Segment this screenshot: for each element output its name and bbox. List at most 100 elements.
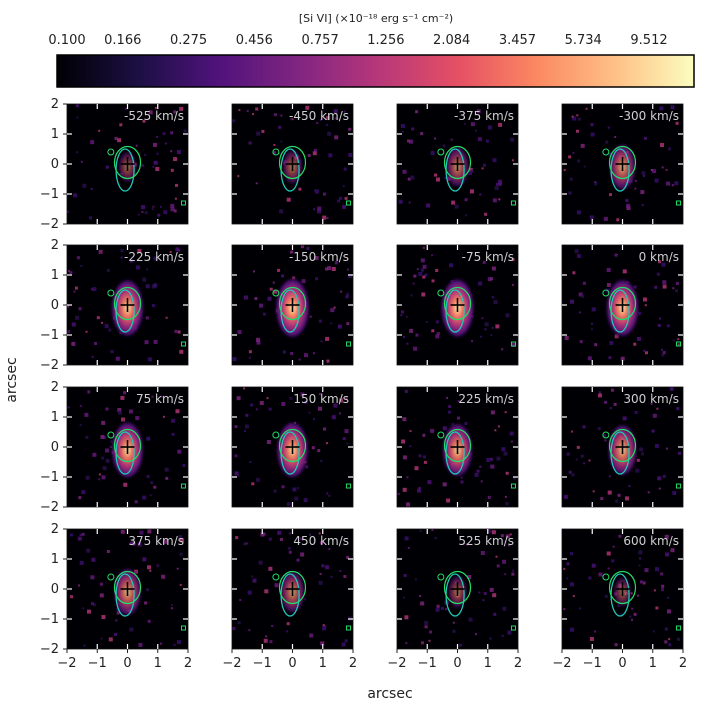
noise-pixel	[348, 274, 352, 279]
noise-pixel	[87, 390, 91, 394]
noise-pixel	[142, 119, 146, 123]
noise-pixel	[245, 542, 248, 545]
x-tick-label: 0	[288, 656, 296, 671]
noise-pixel	[123, 392, 126, 395]
noise-pixel	[404, 389, 408, 393]
noise-pixel	[608, 152, 613, 157]
noise-pixel	[117, 138, 122, 143]
noise-pixel	[641, 204, 644, 207]
noise-pixel	[343, 575, 347, 578]
noise-pixel	[100, 582, 103, 586]
noise-pixel	[123, 482, 128, 487]
noise-pixel	[292, 487, 297, 492]
noise-pixel	[309, 315, 312, 318]
noise-pixel	[504, 411, 507, 414]
noise-pixel	[487, 495, 491, 499]
noise-pixel	[320, 641, 325, 646]
noise-pixel	[492, 158, 497, 163]
noise-pixel	[474, 633, 477, 636]
noise-pixel	[272, 281, 275, 284]
noise-pixel	[452, 621, 455, 624]
noise-pixel	[294, 496, 299, 501]
noise-pixel	[232, 627, 236, 630]
noise-pixel	[244, 295, 248, 300]
y-tick-label: 1	[51, 552, 59, 567]
noise-pixel	[287, 546, 291, 550]
x-tick-label: −1	[253, 656, 272, 671]
noise-pixel	[484, 212, 488, 216]
noise-pixel	[179, 552, 183, 556]
contour-outer	[113, 145, 142, 180]
noise-pixel	[82, 607, 85, 610]
noise-pixel	[147, 565, 151, 570]
noise-pixel	[486, 458, 491, 462]
noise-pixel	[286, 197, 291, 202]
noise-pixel	[180, 538, 185, 543]
noise-pixel	[651, 429, 655, 433]
noise-pixel	[269, 287, 273, 291]
noise-pixel	[170, 607, 173, 610]
noise-pixel	[80, 160, 83, 163]
noise-pixel	[149, 494, 152, 497]
noise-pixel	[335, 259, 338, 262]
noise-pixel	[315, 277, 319, 281]
noise-pixel	[510, 137, 515, 142]
noise-pixel	[480, 480, 483, 483]
noise-pixel	[326, 359, 330, 363]
colorbar-tick-label: 9.512	[630, 33, 667, 48]
noise-pixel	[480, 551, 485, 555]
noise-pixel	[654, 285, 658, 289]
noise-pixel	[435, 320, 439, 324]
noise-pixel	[273, 289, 278, 294]
noise-pixel	[566, 562, 570, 566]
noise-pixel	[491, 530, 496, 535]
noise-pixel	[82, 183, 87, 188]
noise-pixel	[266, 397, 269, 400]
noise-pixel	[594, 182, 598, 186]
noise-pixel	[436, 332, 440, 336]
noise-pixel	[604, 439, 607, 442]
noise-pixel	[98, 129, 101, 132]
noise-pixel	[495, 182, 499, 186]
velocity-label: 150 km/s	[293, 392, 349, 406]
noise-pixel	[484, 322, 489, 327]
velocity-panel: 600 km/s −2 −1 0 1 2	[552, 528, 687, 671]
noise-pixel	[147, 529, 152, 534]
noise-pixel	[273, 113, 277, 117]
noise-pixel	[490, 464, 495, 469]
noise-pixel	[245, 424, 249, 429]
noise-pixel	[622, 416, 627, 421]
noise-pixel	[504, 573, 507, 576]
noise-pixel	[334, 117, 337, 120]
noise-pixel	[420, 601, 425, 606]
noise-pixel	[563, 608, 566, 611]
noise-pixel	[110, 350, 114, 354]
noise-pixel	[588, 576, 592, 580]
noise-pixel	[173, 157, 178, 162]
noise-pixel	[449, 263, 454, 268]
noise-pixel	[415, 110, 419, 114]
noise-pixel	[255, 477, 260, 482]
noise-pixel	[258, 560, 263, 565]
colorbar-tick-label: 1.256	[367, 33, 404, 48]
noise-pixel	[414, 578, 417, 581]
noise-pixel	[317, 209, 322, 214]
noise-pixel	[177, 449, 182, 454]
contour-knot	[180, 200, 186, 206]
noise-pixel	[491, 266, 496, 271]
noise-pixel	[232, 119, 236, 123]
noise-pixel	[108, 637, 113, 642]
noise-pixel	[647, 491, 650, 494]
y-tick-label: 2	[51, 238, 59, 253]
noise-pixel	[152, 304, 155, 308]
noise-pixel	[620, 613, 622, 616]
noise-pixel	[476, 109, 481, 114]
colorbar-tick-label: 0.757	[302, 33, 339, 48]
noise-pixel	[444, 176, 447, 179]
noise-pixel	[402, 417, 407, 422]
noise-pixel	[179, 583, 182, 586]
noise-pixel	[400, 124, 405, 128]
noise-pixel	[566, 452, 570, 456]
noise-pixel	[164, 467, 169, 472]
noise-pixel	[643, 175, 645, 177]
